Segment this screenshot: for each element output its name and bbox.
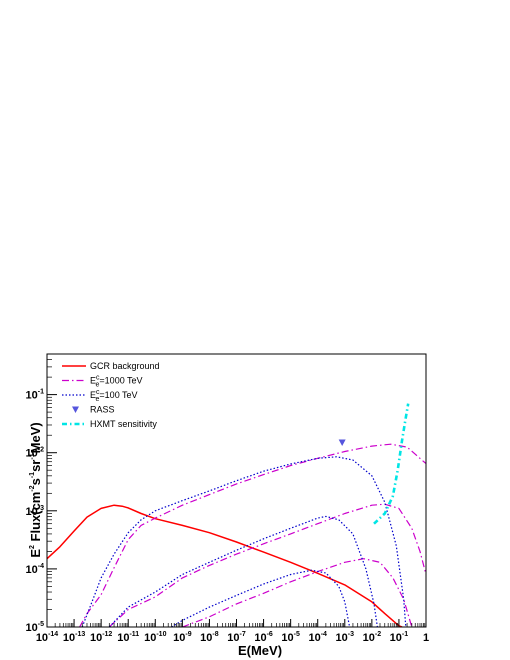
series-line [47,504,403,627]
y-title-part-d: sr [28,460,43,472]
x-tick-exp: -10 [156,631,166,638]
y-title-part-e: MeV) [28,422,43,453]
x-tick-label: 10-4 [308,631,327,644]
y-tick-exp: -2 [38,447,44,454]
x-tick-label: 10-7 [227,631,246,644]
x-tick-label: 10-2 [363,631,382,644]
x-tick-label: 10-8 [200,631,219,644]
x-tick-base: 10 [363,632,375,644]
x-tick-base: 1 [423,632,429,644]
x-tick-label: 10-12 [90,631,112,644]
x-tick-base: 10 [144,632,156,644]
x-axis-title: E(MeV) [238,643,282,658]
x-tick-exp: -2 [375,631,381,638]
y-title-part-a: E [28,549,43,558]
x-tick-base: 10 [227,632,239,644]
y-tick-exp: -4 [38,563,44,570]
legend-label: Ec e=1000 TeV [90,375,143,389]
y-tick-base: 10 [26,622,38,634]
y-title-sup-d: -1 [29,453,36,459]
x-tick-label: 10-13 [63,631,85,644]
series-line [108,515,378,627]
y-tick-base: 10 [26,448,38,460]
x-tick-exp: -9 [185,631,191,638]
x-tick-base: 10 [173,632,185,644]
y-title-part-b: Flux(cm [28,492,43,545]
x-tick-label: 10-14 [36,631,58,644]
y-title-sup-c: -1 [29,472,36,478]
y-tick-base: 10 [26,390,38,402]
x-tick-exp: -7 [240,631,246,638]
y-axis-title: E2 Flux(cm-2s-1sr-1MeV) [28,422,43,557]
legend-label: RASS [90,405,115,415]
x-tick-exp: -11 [129,631,139,638]
x-tick-base: 10 [63,632,75,644]
legend-label: HXMT sensitivity [90,419,157,429]
y-tick-exp: -1 [38,389,44,396]
legend-label: Ec e=100 TeV [90,389,138,403]
y-tick-base: 10 [26,564,38,576]
y-tick-label: 10-1 [26,389,45,402]
x-tick-base: 10 [336,632,348,644]
x-tick-base: 10 [281,632,293,644]
marker-layer [338,439,346,446]
x-tick-base: 10 [36,632,48,644]
y-tick-label: 10-2 [26,447,45,460]
x-tick-label: 10-11 [117,631,139,644]
series-line [182,558,413,627]
x-tick-exp: -8 [212,631,218,638]
x-tick-exp: -13 [75,631,85,638]
x-tick-base: 10 [90,632,102,644]
legend-label: GCR background [90,361,160,371]
y-tick-exp: -5 [38,621,44,628]
series-line [79,443,426,627]
x-tick-label: 10-9 [173,631,192,644]
x-tick-exp: -4 [321,631,327,638]
series-line [108,503,426,627]
y-title-sup-b: -2 [29,485,36,491]
rass-marker [338,439,346,446]
x-tick-exp: -5 [294,631,300,638]
x-tick-label: 10-5 [281,631,300,644]
legend-swatch [72,406,79,413]
x-tick-exp: -3 [348,631,354,638]
x-tick-base: 10 [254,632,266,644]
y-tick-label: 10-5 [26,621,45,634]
series-layer [47,403,426,627]
y-tick-label: 10-4 [26,563,45,576]
x-tick-label: 10-6 [254,631,273,644]
x-tick-label: 10-1 [390,631,409,644]
y-title-sup-a: 2 [29,545,36,549]
x-tick-base: 10 [308,632,320,644]
x-tick-exp: -1 [402,631,408,638]
y-title-part-c: s [28,478,43,485]
x-tick-label: 10-3 [336,631,355,644]
series-line [81,456,407,627]
y-tick-base: 10 [26,506,38,518]
series-line [373,403,410,525]
x-tick-label: 1 [423,632,429,644]
x-tick-base: 10 [390,632,402,644]
y-tick-label: 10-3 [26,505,45,518]
x-tick-label: 10-10 [144,631,166,644]
x-tick-base: 10 [200,632,212,644]
x-tick-exp: -6 [267,631,273,638]
axis-layer: 10-14 10-13 10-12 10-11 10-10 10-9 10-8 10-7 10-… [26,359,429,644]
x-tick-exp: -12 [102,631,112,638]
x-tick-base: 10 [117,632,129,644]
series-line [171,569,351,627]
y-tick-exp: -3 [38,505,44,512]
x-tick-exp: -14 [48,631,58,638]
